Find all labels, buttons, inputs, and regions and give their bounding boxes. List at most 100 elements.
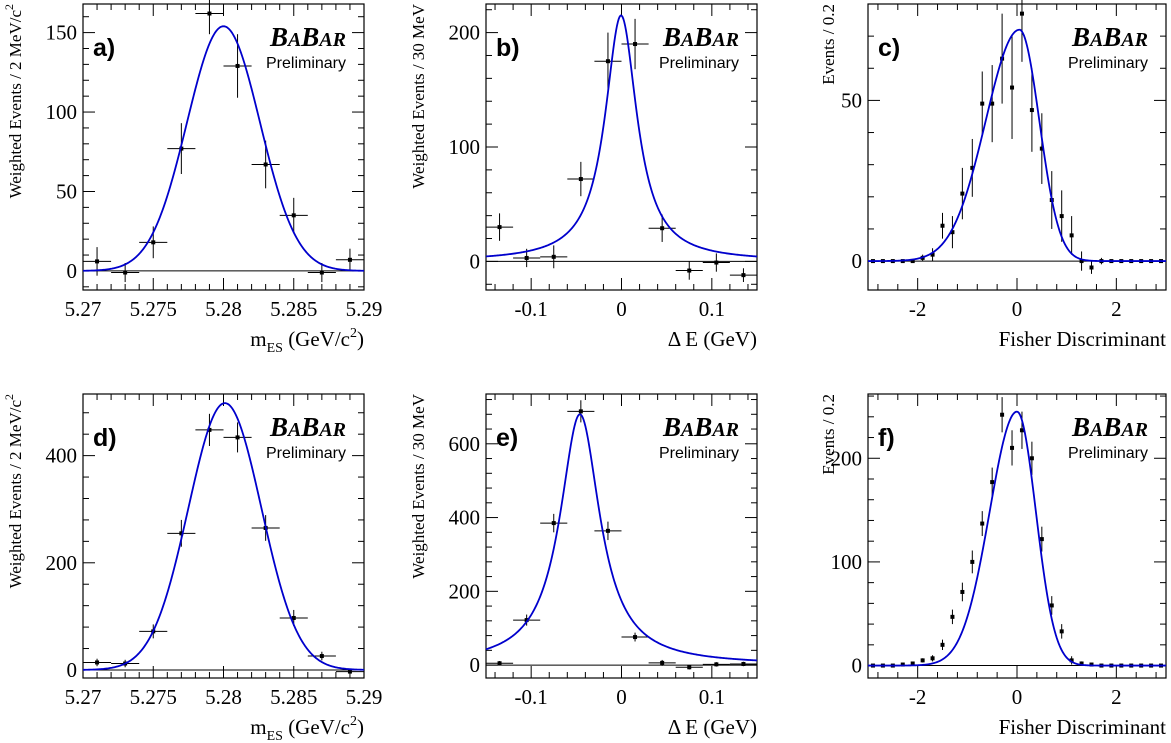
data-point xyxy=(1019,428,1024,433)
data-point xyxy=(347,669,352,674)
x-tick-label: 5.28 xyxy=(205,297,242,321)
data-point xyxy=(633,635,638,640)
logo-letter: B xyxy=(662,22,681,52)
logo-letter: AR xyxy=(1119,419,1148,441)
data-point xyxy=(950,614,955,619)
babar-logo: BABAR xyxy=(662,412,739,442)
x-axis-title-sub: ES xyxy=(267,341,283,356)
y-tick-label: 100 xyxy=(449,135,481,159)
data-point xyxy=(291,213,296,218)
panel-label: e) xyxy=(496,424,518,452)
x-axis-title: Δ E (GeV) xyxy=(668,715,757,739)
data-point xyxy=(910,259,915,264)
babar-logo: BABAR xyxy=(269,22,346,52)
x-axis-title-part: ) xyxy=(357,327,364,351)
data-point xyxy=(1079,661,1084,666)
x-tick-label: 5.27 xyxy=(65,685,102,709)
x-tick-label: 0.1 xyxy=(699,297,725,321)
x-tick-label: 0 xyxy=(616,685,627,709)
data-point xyxy=(347,257,352,262)
data-point xyxy=(95,259,100,264)
logo-letter: B xyxy=(300,22,319,52)
x-axis-title-part: m xyxy=(250,715,266,739)
fit-curve xyxy=(485,413,758,662)
data-point xyxy=(990,480,995,485)
logo-letter: B xyxy=(269,22,288,52)
logo-letter: AR xyxy=(317,29,346,51)
data-point xyxy=(1069,233,1074,238)
data-point xyxy=(1029,108,1034,113)
data-point xyxy=(1039,537,1044,542)
x-tick-label: 5.27 xyxy=(65,297,102,321)
logo-letter: B xyxy=(269,412,288,442)
x-tick-label: 2 xyxy=(1111,297,1122,321)
data-point xyxy=(605,59,610,64)
y-axis-title-part: Weighted Events / 2 MeV/c xyxy=(6,400,25,589)
x-axis-title-sup: 2 xyxy=(350,326,357,341)
data-point xyxy=(95,660,100,665)
y-tick-label: 200 xyxy=(449,21,481,45)
data-point xyxy=(910,661,915,666)
logo-letter: A xyxy=(286,419,301,441)
data-point xyxy=(1039,146,1044,151)
x-tick-label: 0 xyxy=(1012,297,1023,321)
x-axis-title-sup: 2 xyxy=(350,714,357,729)
y-tick-label: 0 xyxy=(67,658,78,682)
data-point xyxy=(1019,11,1024,16)
fit-curve xyxy=(82,25,365,272)
data-point xyxy=(235,435,240,440)
data-point xyxy=(151,240,156,245)
y-tick-label: 100 xyxy=(831,550,863,574)
data-point xyxy=(1069,658,1074,663)
logo-letter: AR xyxy=(710,419,739,441)
preliminary-label: Preliminary xyxy=(1068,55,1148,72)
fit-curve xyxy=(868,28,1166,262)
logo-letter: A xyxy=(1088,29,1103,51)
x-tick-label: 0 xyxy=(1012,685,1023,709)
data-point xyxy=(551,254,556,259)
logo-letter: B xyxy=(1071,22,1090,52)
y-axis-title: Events / 0.2 xyxy=(819,394,838,475)
data-point xyxy=(980,101,985,106)
x-tick-label: 5.28 xyxy=(205,685,242,709)
data-point xyxy=(1010,85,1015,90)
y-tick-label: 0 xyxy=(470,249,481,273)
data-point xyxy=(319,654,324,659)
data-point xyxy=(1089,265,1094,270)
x-axis-title-sub: ES xyxy=(267,729,283,743)
data-point xyxy=(960,589,965,594)
logo-letter: B xyxy=(1102,22,1121,52)
logo-letter: B xyxy=(693,412,712,442)
data-point xyxy=(687,268,692,273)
y-axis-title: Weighted Events / 30 MeV xyxy=(409,393,428,578)
data-point xyxy=(633,42,638,47)
data-point xyxy=(950,230,955,235)
panel-label: b) xyxy=(496,34,520,62)
data-point xyxy=(714,260,719,265)
x-tick-label: 5.275 xyxy=(130,685,177,709)
data-point xyxy=(1049,603,1054,608)
logo-letter: AR xyxy=(1119,29,1148,51)
panel-label: d) xyxy=(93,424,117,452)
data-point xyxy=(741,661,746,666)
data-point xyxy=(930,656,935,661)
data-point xyxy=(497,661,502,666)
x-tick-label: 2 xyxy=(1111,685,1122,709)
data-point xyxy=(930,252,935,257)
data-point xyxy=(235,63,240,68)
x-axis-title: Fisher Discriminant xyxy=(999,327,1167,351)
data-point xyxy=(551,521,556,526)
data-point xyxy=(741,273,746,278)
y-axis-title: Weighted Events / 2 MeV/c2 xyxy=(2,4,25,198)
fit-curve xyxy=(868,410,1166,667)
x-axis-title: Δ E (GeV) xyxy=(668,327,757,351)
data-point xyxy=(1079,259,1084,264)
x-tick-label: 5.29 xyxy=(346,685,383,709)
y-tick-label: 200 xyxy=(46,551,78,575)
data-point xyxy=(179,531,184,536)
logo-letter: AR xyxy=(317,419,346,441)
data-point xyxy=(980,521,985,526)
